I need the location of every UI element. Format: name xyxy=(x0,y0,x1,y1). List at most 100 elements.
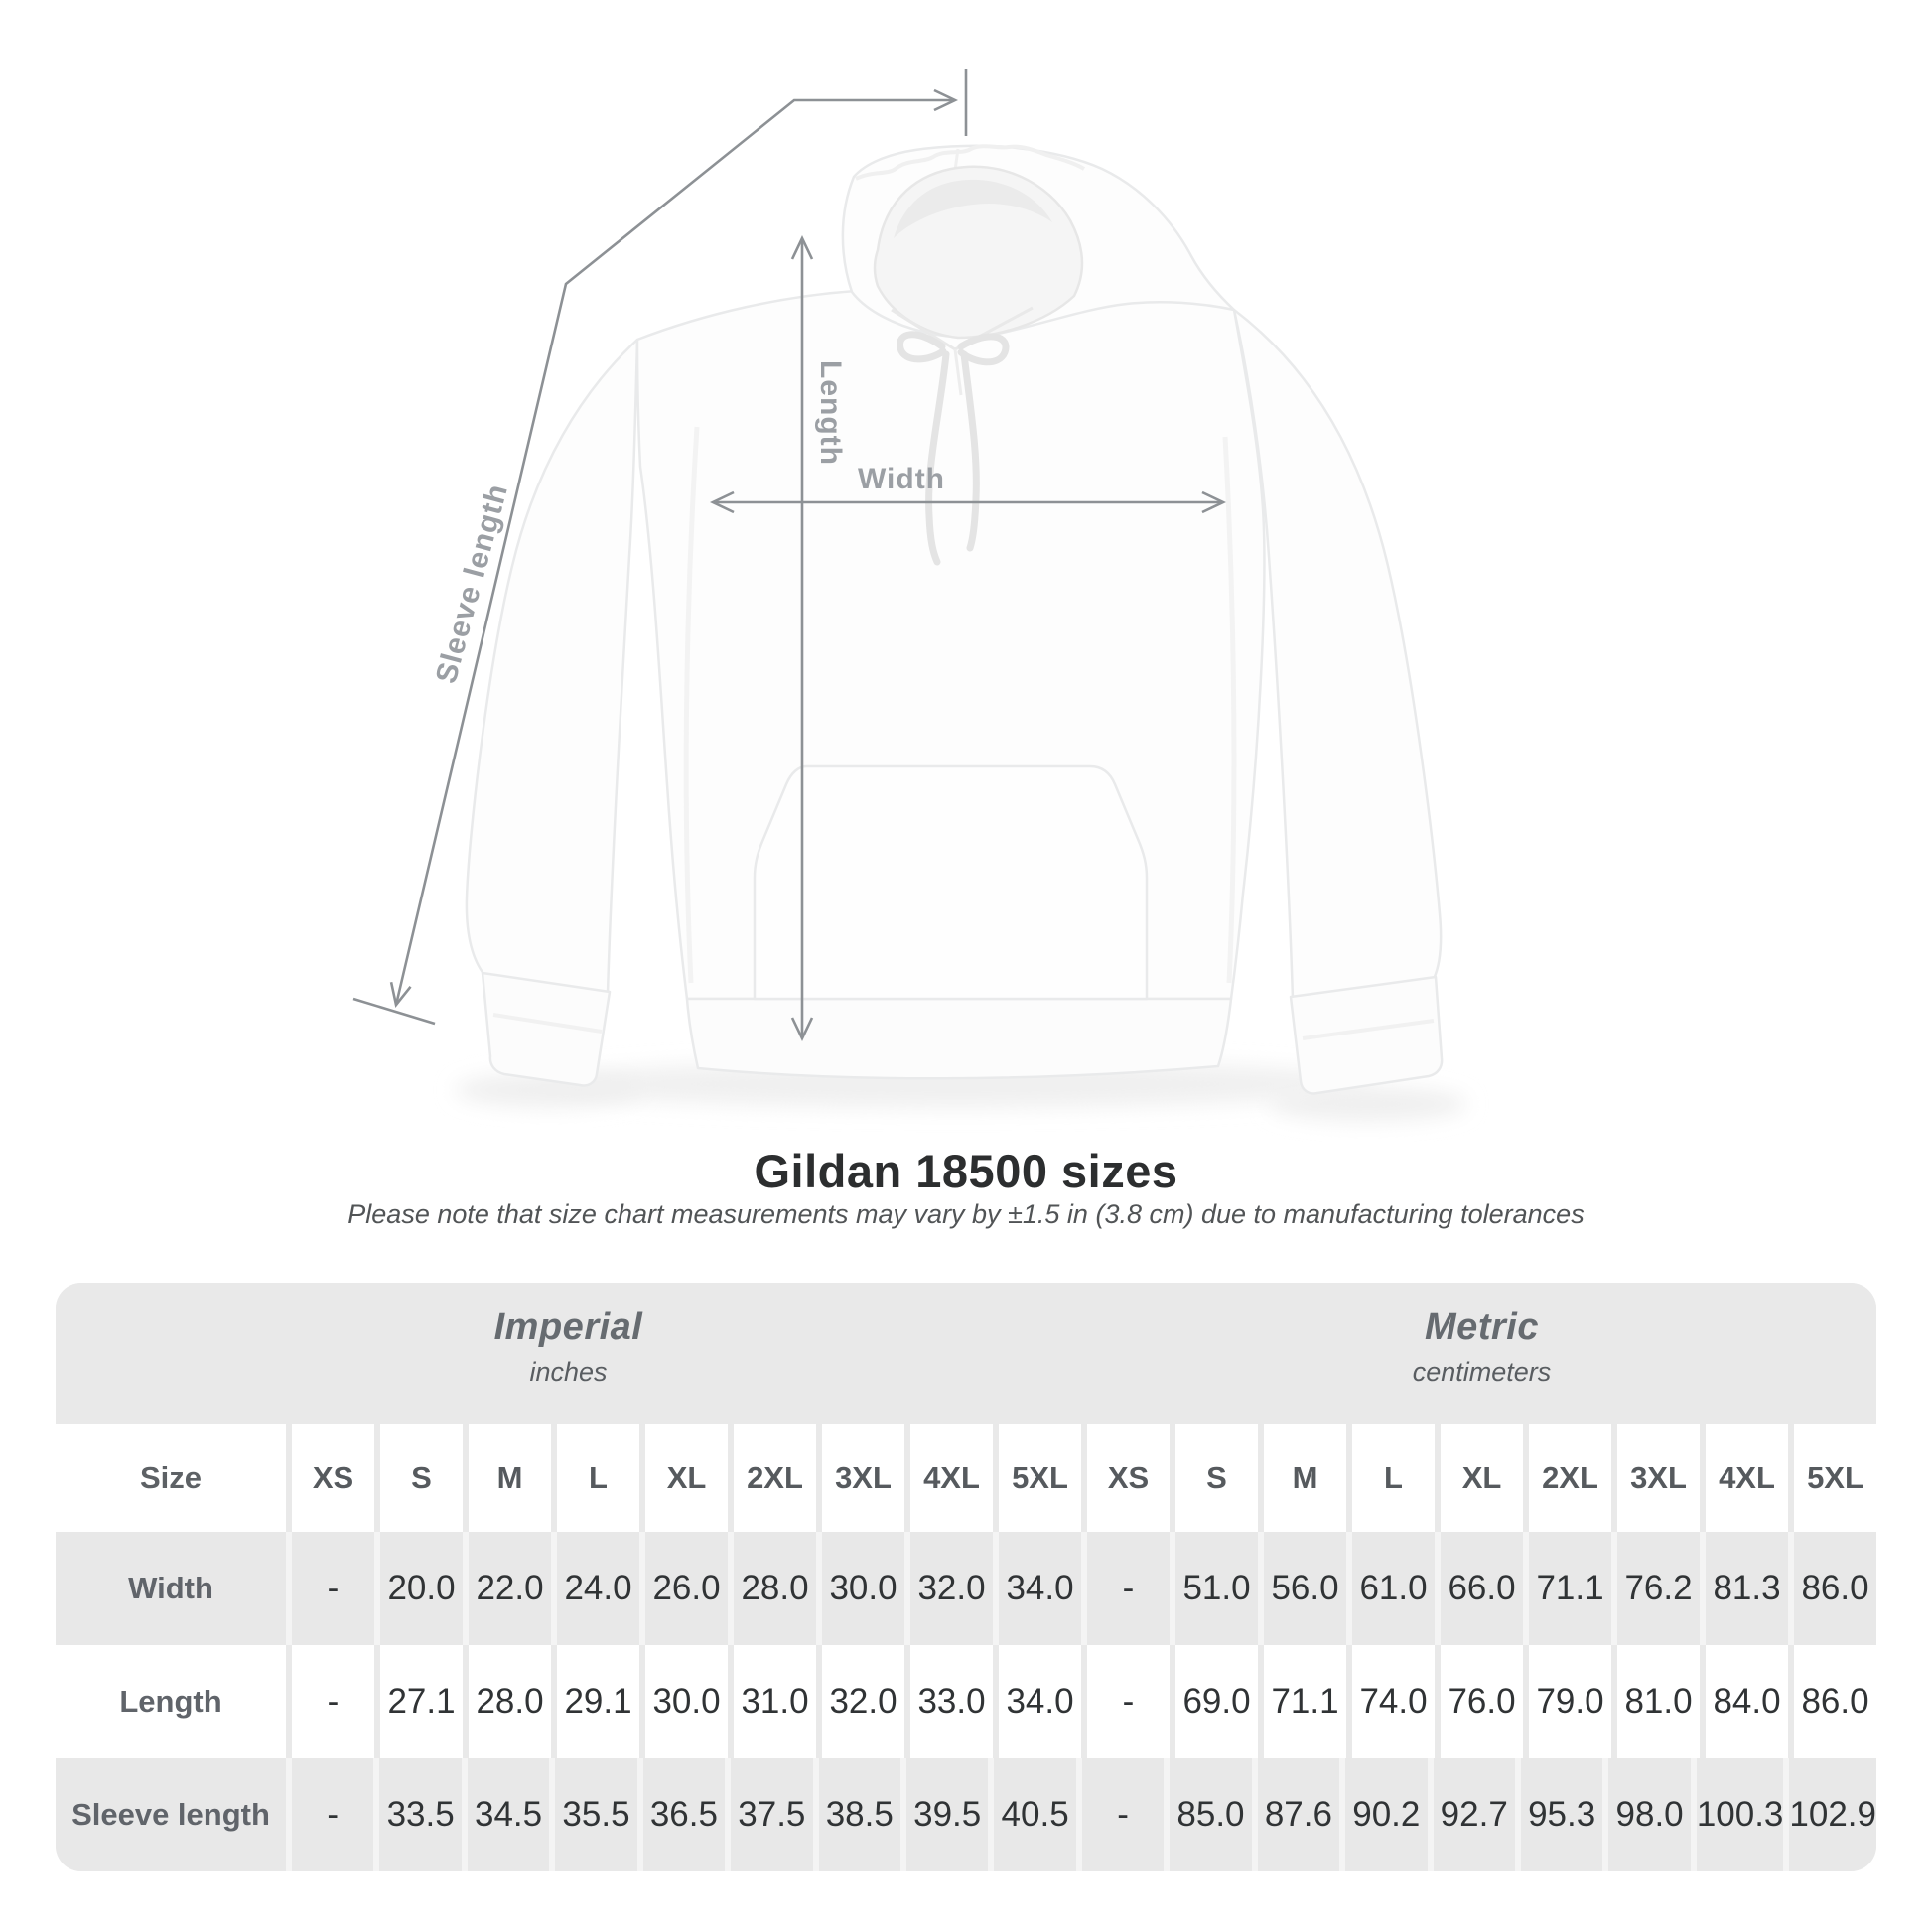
cell-value: 56.0 xyxy=(1264,1532,1346,1645)
cell-value: 38.5 xyxy=(818,1758,900,1871)
col-header-imperial-4xl: 4XL xyxy=(910,1424,993,1532)
cell-value: 28.0 xyxy=(734,1532,816,1645)
length-measure-label: Length xyxy=(814,360,847,466)
cell-value: - xyxy=(1081,1758,1165,1871)
cell-value: 85.0 xyxy=(1170,1758,1252,1871)
metric-group-header: Metric centimeters xyxy=(1087,1283,1876,1424)
cell-value: 28.0 xyxy=(469,1645,551,1758)
cell-value: 34.5 xyxy=(467,1758,550,1871)
table-row-sleeve-length: Sleeve length - 33.5 34.5 35.5 36.5 37.5… xyxy=(56,1758,1876,1871)
width-measure-label: Width xyxy=(857,463,946,495)
cell-value: 92.7 xyxy=(1433,1758,1515,1871)
cell-value: - xyxy=(1087,1645,1170,1758)
left-sleeve xyxy=(465,338,639,995)
cell-value: - xyxy=(1087,1532,1170,1645)
cell-value: 79.0 xyxy=(1529,1645,1611,1758)
table-header-row: Size XS S M L XL 2XL 3XL 4XL 5XL XS S M … xyxy=(56,1424,1876,1532)
cell-value: 34.0 xyxy=(999,1645,1081,1758)
cell-value: 27.1 xyxy=(380,1645,463,1758)
col-header-metric-s: S xyxy=(1175,1424,1258,1532)
cell-value: 100.3 xyxy=(1696,1758,1784,1871)
table-row-width: Width - 20.0 22.0 24.0 26.0 28.0 30.0 32… xyxy=(56,1532,1876,1645)
row-label: Width xyxy=(56,1532,286,1645)
col-header-imperial-3xl: 3XL xyxy=(822,1424,904,1532)
size-column-header: Size xyxy=(56,1424,286,1532)
cell-value: 33.0 xyxy=(910,1645,993,1758)
col-header-imperial-xs: XS xyxy=(292,1424,374,1532)
col-header-metric-xs: XS xyxy=(1087,1424,1170,1532)
unit-group-band: Imperial inches Metric centimeters xyxy=(56,1283,1876,1424)
col-header-imperial-5xl: 5XL xyxy=(999,1424,1081,1532)
cell-value: 98.0 xyxy=(1608,1758,1691,1871)
sleeve-bottom-tick xyxy=(352,997,436,1026)
cell-value: 76.0 xyxy=(1441,1645,1523,1758)
col-header-imperial-s: S xyxy=(380,1424,463,1532)
col-header-metric-2xl: 2XL xyxy=(1529,1424,1611,1532)
tolerance-note: Please note that size chart measurements… xyxy=(347,1199,1585,1229)
cell-value: 84.0 xyxy=(1706,1645,1788,1758)
metric-group-unit: centimeters xyxy=(1412,1357,1552,1387)
imperial-group-name: Imperial xyxy=(493,1307,643,1348)
cell-value: - xyxy=(292,1645,374,1758)
cell-value: 90.2 xyxy=(1345,1758,1428,1871)
cell-value: 51.0 xyxy=(1175,1532,1258,1645)
col-header-metric-3xl: 3XL xyxy=(1617,1424,1700,1532)
cell-value: 22.0 xyxy=(469,1532,551,1645)
right-cuff xyxy=(1289,975,1444,1095)
col-header-metric-xl: XL xyxy=(1441,1424,1523,1532)
table-row-length: Length - 27.1 28.0 29.1 30.0 31.0 32.0 3… xyxy=(56,1645,1876,1758)
cell-value: 61.0 xyxy=(1352,1532,1435,1645)
page-title: Gildan 18500 sizes xyxy=(754,1145,1178,1197)
cell-value: 36.5 xyxy=(642,1758,726,1871)
col-header-metric-4xl: 4XL xyxy=(1706,1424,1788,1532)
col-header-metric-l: L xyxy=(1352,1424,1435,1532)
col-header-imperial-l: L xyxy=(557,1424,639,1532)
cell-value: 86.0 xyxy=(1794,1532,1876,1645)
cell-value: 76.2 xyxy=(1617,1532,1700,1645)
col-header-imperial-2xl: 2XL xyxy=(734,1424,816,1532)
cell-value: 86.0 xyxy=(1794,1645,1876,1758)
col-header-metric-m: M xyxy=(1264,1424,1346,1532)
cell-value: 20.0 xyxy=(380,1532,463,1645)
cell-value: 31.0 xyxy=(734,1645,816,1758)
cell-value: 37.5 xyxy=(731,1758,813,1871)
kangaroo-pocket xyxy=(753,764,1149,1001)
cell-value: 35.5 xyxy=(555,1758,637,1871)
cell-value: 102.9 xyxy=(1789,1758,1876,1871)
measurement-lines xyxy=(352,69,1227,1042)
cell-value: 26.0 xyxy=(645,1532,728,1645)
cell-value: 74.0 xyxy=(1352,1645,1435,1758)
cell-value: 32.0 xyxy=(910,1532,993,1645)
hoodie-garment xyxy=(465,144,1444,1095)
cell-value: 71.1 xyxy=(1529,1532,1611,1645)
cell-value: 66.0 xyxy=(1441,1532,1523,1645)
imperial-group-header: Imperial inches xyxy=(56,1283,1081,1424)
metric-group-name: Metric xyxy=(1425,1307,1539,1348)
imperial-group-unit: inches xyxy=(529,1357,608,1387)
cell-value: 32.0 xyxy=(822,1645,904,1758)
cell-value: 87.6 xyxy=(1257,1758,1340,1871)
cell-value: 29.1 xyxy=(557,1645,639,1758)
cell-value: 40.5 xyxy=(994,1758,1076,1871)
col-header-imperial-m: M xyxy=(469,1424,551,1532)
right-sleeve xyxy=(1232,308,1443,1001)
sleeve-length-arrow xyxy=(389,88,959,1008)
cell-value: 24.0 xyxy=(557,1532,639,1645)
cell-value: 33.5 xyxy=(379,1758,462,1871)
cell-value: 39.5 xyxy=(905,1758,989,1871)
hem-band xyxy=(685,997,1233,1080)
cell-value: 71.1 xyxy=(1264,1645,1346,1758)
cell-value: 95.3 xyxy=(1520,1758,1603,1871)
col-header-imperial-xl: XL xyxy=(645,1424,728,1532)
cell-value: 30.0 xyxy=(822,1532,904,1645)
row-label: Length xyxy=(56,1645,286,1758)
cell-value: 81.0 xyxy=(1617,1645,1700,1758)
col-header-metric-5xl: 5XL xyxy=(1794,1424,1876,1532)
cell-value: 34.0 xyxy=(999,1532,1081,1645)
cell-value: 81.3 xyxy=(1706,1532,1788,1645)
cell-value: 30.0 xyxy=(645,1645,728,1758)
size-table: Imperial inches Metric centimeters Size … xyxy=(56,1283,1876,1871)
cell-value: - xyxy=(292,1758,374,1871)
